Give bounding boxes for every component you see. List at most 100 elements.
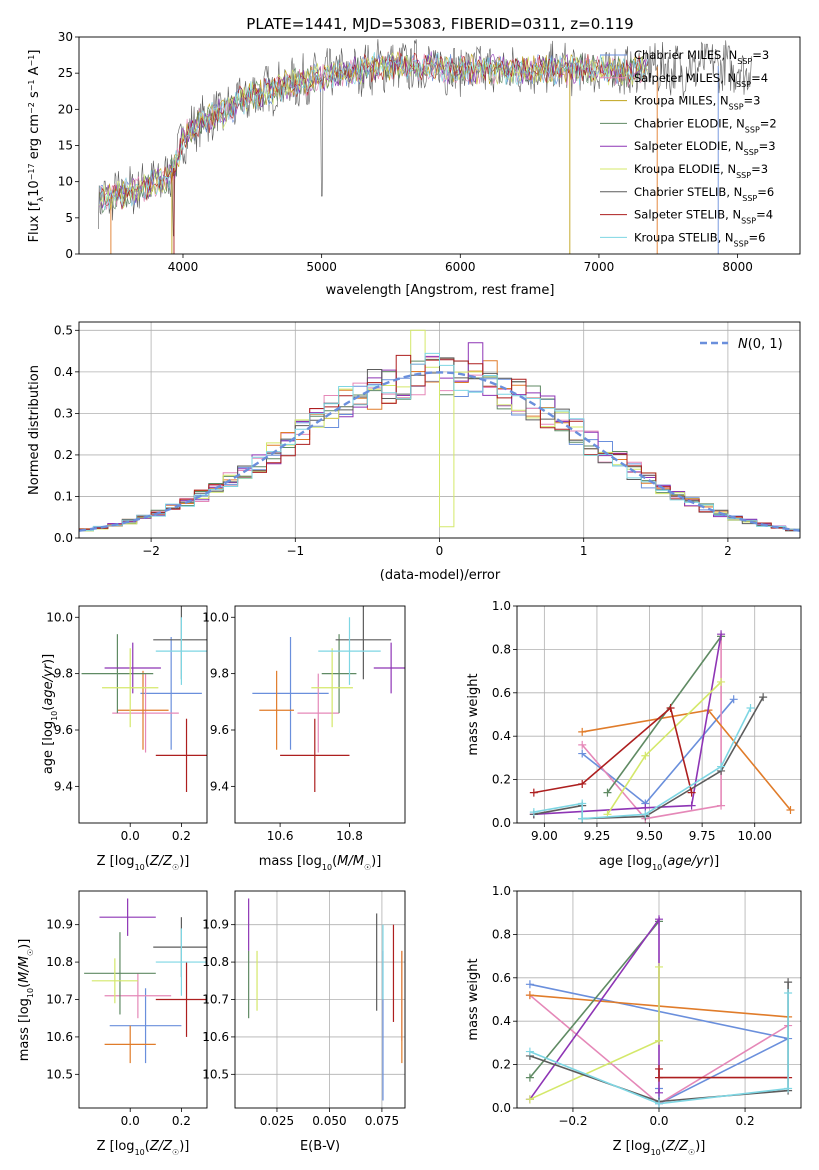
- label-part: Z/Z: [149, 854, 173, 869]
- y-axis-label: age [log10(age/yr)]: [41, 654, 59, 774]
- x-tick-label: 0.050: [312, 1114, 346, 1128]
- y-tick-label: 10.6: [202, 1030, 229, 1044]
- label-part: =6: [749, 230, 766, 244]
- series-marker: [655, 915, 663, 924]
- y-tick-label: 10.6: [46, 1030, 73, 1044]
- label-part: SSP: [742, 193, 757, 202]
- label-part: s: [27, 91, 42, 102]
- label-part: mass [log: [17, 998, 32, 1061]
- axes-frame: [234, 605, 406, 824]
- x-tick-label: 8000: [722, 260, 753, 274]
- label-part: SSP: [734, 239, 749, 248]
- x-tick-label: 5000: [306, 260, 337, 274]
- y-tick-label: 0.8: [492, 642, 511, 656]
- x-tick-label: 2: [724, 544, 732, 558]
- label-part: −1: [27, 55, 36, 67]
- x-axis-label: age [log10(age/yr)]: [599, 854, 719, 872]
- plot-area: [252, 606, 405, 792]
- y-axis-label: mass weight: [466, 958, 481, 1040]
- y-tick-label: 20: [58, 102, 73, 116]
- x-tick-label: 9.50: [636, 829, 663, 843]
- label-part: age [log: [41, 721, 56, 774]
- label-part: =3: [751, 162, 768, 176]
- y-tick-label: 9.8: [54, 667, 73, 681]
- y-tick-label: 10.7: [46, 993, 73, 1007]
- label-part: age/yr: [41, 662, 56, 705]
- label-part: erg cm: [27, 114, 42, 163]
- label-part: N: [738, 337, 748, 352]
- series-marker: [525, 980, 534, 989]
- y-tick-label: 0.4: [492, 1014, 511, 1028]
- x-tick-label: 10.8: [336, 829, 363, 843]
- series-marker: [655, 1073, 663, 1082]
- y-tick-label: 0: [65, 247, 73, 261]
- series-line: [533, 706, 693, 794]
- label-part: Z/Z: [665, 1139, 689, 1154]
- plot-area: [98, 39, 752, 254]
- y-tick-label: 0.0: [54, 531, 73, 545]
- label-part: Z [log: [613, 1139, 651, 1154]
- series-line: [533, 707, 752, 820]
- label-part: ☉: [172, 1148, 179, 1157]
- label-part: =4: [756, 208, 773, 222]
- label-part: (: [332, 854, 337, 869]
- label-part: ☉: [688, 1148, 695, 1157]
- x-tick-label: 7000: [584, 260, 615, 274]
- plot-area: [529, 630, 795, 823]
- label-part: −17: [27, 163, 36, 180]
- y-tick-label: 10.7: [202, 993, 229, 1007]
- label-part: SSP: [741, 216, 756, 225]
- y-tick-label: 10.8: [202, 955, 229, 969]
- y-axis-label: mass weight: [466, 673, 481, 755]
- y-tick-label: 0.2: [492, 773, 511, 787]
- label-part: =4: [751, 71, 768, 85]
- series-marker: [641, 751, 650, 760]
- label-part: ]: [27, 50, 42, 55]
- series-line: [581, 698, 735, 805]
- series-marker: [655, 1088, 663, 1097]
- label-part: λ: [36, 197, 45, 202]
- x-axis-label: (data-model)/error: [380, 568, 501, 583]
- y-tick-label: 0.4: [492, 729, 511, 743]
- series-marker: [603, 788, 612, 797]
- x-tick-label: 0.2: [172, 829, 191, 843]
- x-axis-label: mass [log10(M/M☉)]: [259, 854, 382, 872]
- plot-area: [525, 915, 793, 1108]
- label-part: )]: [695, 1139, 705, 1154]
- series-marker: [578, 749, 587, 758]
- weight-vs-metallicity-panel: −0.2 0.0 0.2 0.0 0.2 0.4 0.6 0.8 1.0 Z [log10(Z/Z…: [466, 884, 802, 1157]
- histogram-step: [79, 329, 800, 532]
- series-marker: [655, 962, 663, 971]
- legend-label: Salpeter ELODIE, NSSP=3: [634, 139, 776, 157]
- series-marker: [717, 630, 726, 639]
- label-part: =3: [744, 94, 761, 108]
- label-part: −2: [27, 102, 36, 114]
- series-marker: [784, 988, 793, 997]
- label-part: M/M: [337, 854, 364, 869]
- series-line: [606, 635, 722, 794]
- y-tick-label: 1.0: [492, 599, 511, 613]
- y-tick-label: 0.5: [54, 323, 73, 337]
- x-tick-label: 0.0: [121, 829, 140, 843]
- series-line: [529, 993, 789, 1105]
- label-part: )]: [179, 854, 189, 869]
- spectrum-line: [99, 51, 648, 210]
- label-part: Chabrier STELIB, N: [634, 185, 742, 199]
- label-part: SSP: [736, 171, 751, 180]
- y-tick-label: 10.9: [46, 918, 73, 932]
- y-tick-label: 9.6: [54, 723, 73, 737]
- y-axis-label: Normed distribution: [27, 365, 42, 495]
- plot-area: [248, 898, 403, 1101]
- x-axis-label: Z [log10(Z/Z☉)]: [97, 1139, 190, 1157]
- spectrum-line: [99, 52, 648, 210]
- x-tick-label: 10.6: [267, 829, 294, 843]
- x-tick-label: −2: [142, 544, 160, 558]
- x-tick-label: 0.2: [172, 1114, 191, 1128]
- series-marker: [655, 1036, 663, 1045]
- x-tick-label: −0.2: [558, 1114, 587, 1128]
- label-part: (: [17, 983, 32, 988]
- label-part: A: [27, 66, 42, 79]
- label-part: Salpeter ELODIE, N: [634, 139, 744, 153]
- label-part: )]: [179, 1139, 189, 1154]
- label-part: (: [41, 706, 56, 711]
